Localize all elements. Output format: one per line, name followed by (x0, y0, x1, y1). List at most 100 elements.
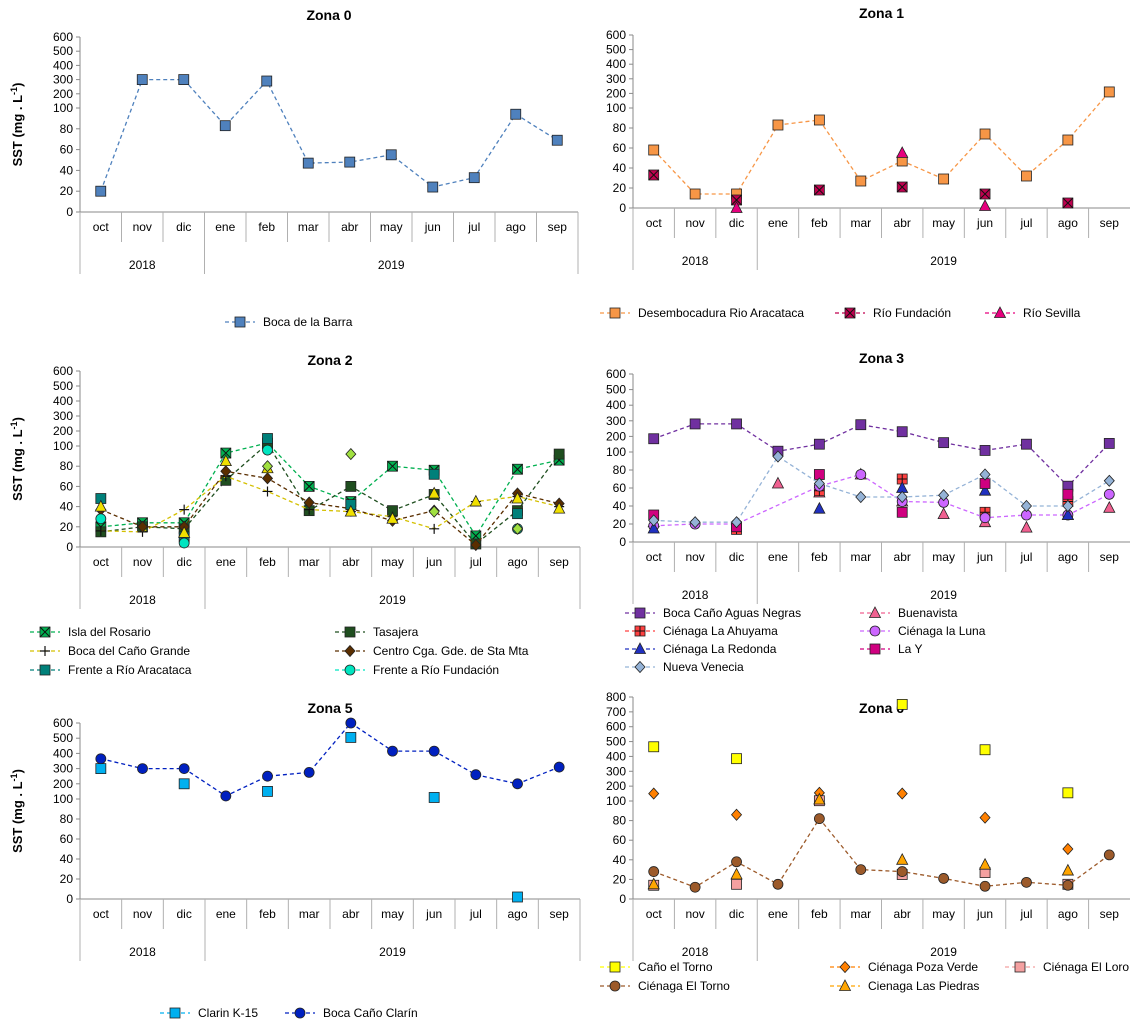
series-ci-naga-poza-verde (648, 786, 1074, 856)
chart-title: Zona 6 (859, 700, 904, 716)
series-boca-ca-o-aguas-negras (648, 418, 1115, 492)
x-tick-label: abr (342, 907, 359, 921)
data-point (428, 505, 440, 518)
y-tick-label: 100 (606, 445, 626, 459)
x-tick-label: jun (976, 550, 993, 564)
data-point (468, 172, 480, 184)
data-point (648, 433, 660, 445)
series-line (653, 473, 1110, 527)
y-tick-label: 40 (613, 499, 627, 513)
legend-marker (1014, 961, 1026, 973)
data-point (385, 149, 397, 161)
data-point (978, 857, 992, 870)
series-desembocadura-rio-aracataca (648, 86, 1115, 200)
legend-entry: Ciénaga La Redonda (625, 642, 777, 656)
legend-entry: Caño el Torno (600, 960, 713, 974)
data-point (261, 460, 274, 473)
x-tick-label: nov (133, 220, 152, 234)
x-tick-label: ago (1058, 550, 1078, 564)
year-label-2019: 2019 (378, 258, 405, 272)
data-point (937, 507, 950, 519)
x-tick-label: nov (133, 555, 152, 569)
y-tick-label: 800 (606, 690, 626, 704)
legend-marker (609, 961, 621, 973)
x-tick-label: abr (894, 216, 911, 230)
data-point (1061, 508, 1075, 520)
x-tick-label: oct (93, 907, 110, 921)
y-tick-label: 500 (606, 735, 626, 749)
legend-entry: Ciénaga El Torno (600, 979, 730, 993)
legend-entry: Boca Caño Aguas Negras (625, 606, 801, 620)
data-point (731, 878, 742, 890)
data-point (813, 114, 825, 126)
data-point (855, 419, 867, 431)
legend-label: Cienaga Las Piedras (868, 979, 979, 993)
legend-label: La Y (898, 642, 922, 656)
x-tick-label: abr (894, 907, 911, 921)
data-point (855, 864, 867, 875)
data-point (938, 873, 950, 884)
data-point (220, 790, 232, 802)
legend-label: Nueva Venecia (663, 660, 744, 674)
series-line (653, 455, 1110, 523)
data-point (1103, 86, 1115, 98)
chart-title: Zona 0 (306, 7, 351, 23)
series-cienaga-las-piedras (647, 792, 1075, 890)
data-point (731, 418, 742, 430)
data-point (512, 891, 523, 903)
legend-label: Frente a Río Aracataca (68, 663, 192, 677)
year-label-2019: 2019 (379, 945, 406, 959)
x-tick-label: may (380, 220, 403, 234)
data-point (1021, 876, 1032, 888)
y-tick-label: 60 (60, 479, 74, 493)
legend-entry: Frente a Río Aracataca (30, 663, 192, 677)
y-tick-label: 40 (60, 163, 74, 177)
y-tick-label: 40 (613, 161, 627, 175)
data-point (1062, 134, 1074, 146)
x-tick-label: ago (1058, 907, 1078, 921)
data-point (648, 144, 660, 156)
y-tick-label: 100 (53, 439, 73, 453)
series-line (653, 423, 1110, 488)
legend-entry: Clarin K-15 (160, 1006, 258, 1020)
legend-marker (869, 625, 881, 637)
y-tick-label: 20 (613, 872, 627, 886)
y-axis-label: SST (mg . L-1) (9, 769, 25, 853)
legend-label: Ciénaga Poza Verde (868, 960, 978, 974)
data-point (386, 511, 399, 524)
y-tick-label: 700 (606, 705, 626, 719)
y-tick-label: 80 (60, 812, 74, 826)
y-tick-label: 20 (60, 872, 74, 886)
legend-label: Río Sevilla (1023, 306, 1081, 320)
data-point (979, 512, 991, 524)
data-point (771, 476, 785, 489)
series-nueva-venecia (648, 450, 1115, 529)
data-point (95, 513, 107, 525)
data-point (978, 483, 992, 496)
legend-label: Buenavista (898, 606, 958, 620)
y-tick-label: 20 (613, 181, 627, 195)
legend-entry: Boca de la Barra (225, 315, 353, 329)
legend-entry: Nueva Venecia (625, 660, 744, 674)
data-point (551, 134, 563, 146)
y-tick-label: 600 (606, 367, 626, 381)
legend-label: Boca Caño Clarín (323, 1006, 418, 1020)
data-point (427, 181, 439, 193)
legend-marker (869, 643, 881, 655)
x-tick-label: jun (976, 907, 993, 921)
data-point (178, 537, 190, 549)
y-tick-label: 100 (53, 101, 73, 115)
legend-entry: Río Fundación (835, 306, 951, 320)
x-tick-label: dic (729, 216, 744, 230)
year-label-2018: 2018 (129, 593, 156, 607)
data-point (302, 157, 314, 169)
data-point (1062, 842, 1074, 856)
data-point (1103, 438, 1115, 449)
data-point (261, 75, 273, 87)
x-tick-label: jul (1019, 907, 1032, 921)
y-axis-label: SST (mg . L-1) (9, 417, 25, 501)
legend-label: Frente a Río Fundación (373, 663, 499, 677)
x-tick-label: dic (176, 555, 191, 569)
data-point (896, 490, 908, 504)
x-tick-label: jul (1019, 550, 1032, 564)
